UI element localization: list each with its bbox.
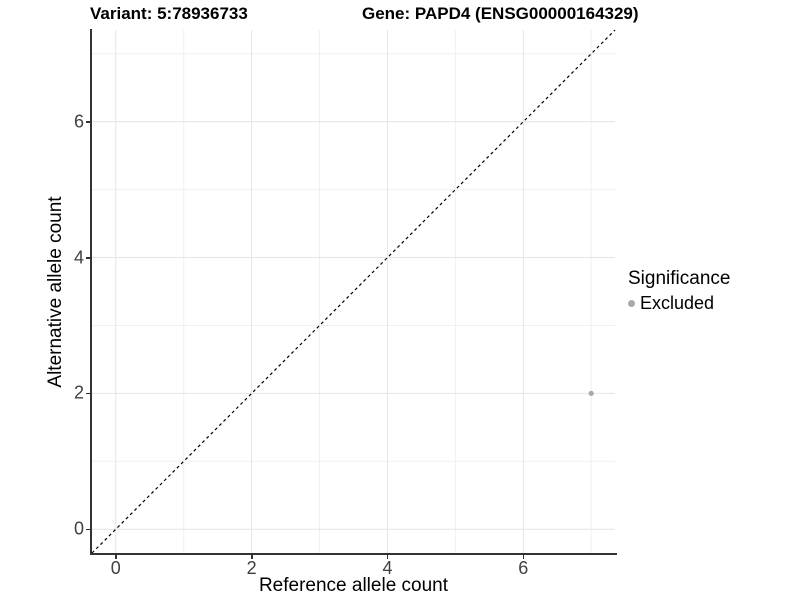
y-axis-title: Alternative allele count: [45, 196, 66, 388]
legend-title: Significance: [628, 268, 731, 289]
excluded-point-icon: [628, 300, 635, 307]
plot-title-gene: Gene: PAPD4 (ENSG00000164329): [362, 4, 639, 23]
x-tick-label: 0: [110, 558, 121, 578]
legend: Significance Excluded: [628, 268, 730, 314]
plot-panel: [91, 29, 616, 554]
legend-item-label: Excluded: [640, 293, 715, 313]
legend-item-excluded: Excluded: [628, 293, 730, 314]
x-tick-mark: [522, 555, 525, 559]
x-axis-line: [90, 553, 617, 555]
y-tick-label: 2: [73, 382, 84, 403]
y-tick-mark: [86, 257, 90, 259]
x-tick-mark: [251, 555, 253, 559]
y-tick-label: 4: [73, 247, 84, 268]
y-tick-mark: [86, 528, 90, 531]
x-tick-mark: [386, 555, 389, 559]
y-tick-mark: [86, 392, 90, 395]
x-tick-label: 6: [518, 558, 529, 578]
y-tick-label: 6: [73, 111, 84, 132]
x-tick-mark: [115, 555, 117, 559]
x-axis-title: Reference allele count: [258, 575, 449, 596]
x-tick-label: 4: [382, 558, 393, 578]
x-tick-label: 2: [246, 558, 257, 578]
y-axis-line: [90, 29, 92, 555]
plot-canvas: [91, 29, 616, 554]
plot-title-variant: Variant: 5:78936733: [90, 4, 248, 23]
y-tick-mark: [86, 121, 90, 123]
y-tick-label: 0: [73, 518, 84, 539]
